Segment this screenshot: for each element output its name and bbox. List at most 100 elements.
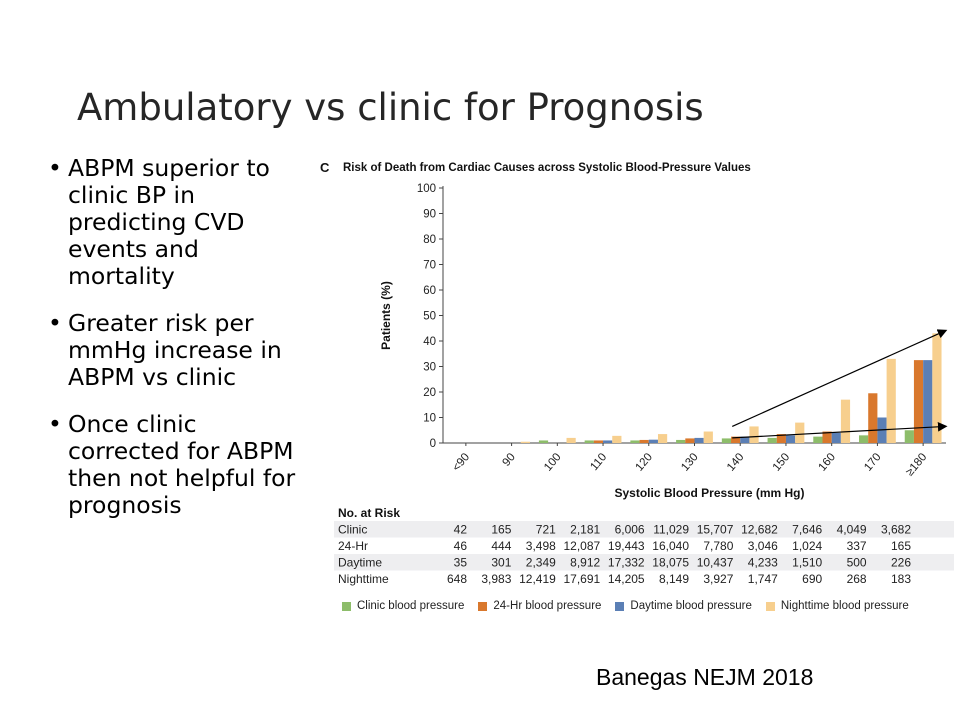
citation: Banegas NEJM 2018 bbox=[596, 664, 814, 690]
risk-cell: 15,707 bbox=[697, 523, 734, 537]
bar bbox=[639, 439, 649, 443]
risk-cell: 183 bbox=[891, 572, 911, 586]
x-tick-label: 140 bbox=[725, 451, 747, 473]
risk-cell: 14,205 bbox=[608, 572, 645, 586]
risk-cell: 42 bbox=[454, 523, 468, 537]
x-tick-label: 100 bbox=[542, 451, 564, 473]
x-tick-label: 120 bbox=[634, 451, 656, 473]
risk-cell: 301 bbox=[491, 556, 511, 570]
x-tick-label: 110 bbox=[588, 451, 609, 473]
legend-swatch bbox=[478, 601, 488, 611]
risk-cell: 3,682 bbox=[881, 523, 911, 537]
risk-cell: 46 bbox=[454, 539, 468, 553]
legend-label: 24-Hr blood pressure bbox=[493, 600, 602, 612]
bar bbox=[685, 438, 695, 443]
risk-cell: 3,983 bbox=[481, 572, 511, 586]
bullet-item: Greater risk per mmHg increase in ABPM v… bbox=[48, 310, 308, 391]
risk-cell: 17,691 bbox=[563, 572, 600, 586]
bar bbox=[630, 440, 640, 443]
trend-arrow bbox=[732, 422, 948, 439]
risk-cell: 8,149 bbox=[659, 572, 689, 586]
bar bbox=[612, 435, 622, 443]
risk-cell: 11,029 bbox=[653, 523, 689, 537]
bar bbox=[593, 440, 604, 443]
legend-swatch bbox=[615, 601, 625, 611]
risk-row-label: Clinic bbox=[338, 523, 367, 537]
risk-cell: 500 bbox=[847, 556, 867, 570]
risk-cell: 3,498 bbox=[526, 539, 556, 553]
bar bbox=[868, 393, 878, 443]
risk-cell: 7,646 bbox=[792, 523, 822, 537]
risk-cell: 3,046 bbox=[748, 539, 778, 553]
bar bbox=[923, 360, 933, 443]
bar bbox=[767, 437, 777, 443]
risk-table-row bbox=[334, 537, 954, 554]
y-tick-label: 20 bbox=[423, 387, 436, 399]
bar bbox=[703, 431, 713, 443]
risk-row-label: Daytime bbox=[338, 556, 382, 570]
bar bbox=[657, 434, 668, 443]
y-axis-label: Patients (%) bbox=[379, 281, 393, 350]
legend-swatch bbox=[342, 601, 351, 611]
risk-cell: 16,040 bbox=[652, 539, 689, 553]
bar bbox=[904, 430, 914, 443]
risk-cell: 4,233 bbox=[748, 556, 778, 570]
risk-row-label: 24-Hr bbox=[338, 539, 368, 553]
bar bbox=[913, 360, 924, 443]
legend-swatch bbox=[765, 601, 775, 611]
bar bbox=[538, 440, 549, 443]
y-tick-label: 60 bbox=[423, 285, 436, 297]
risk-cell: 19,443 bbox=[608, 539, 645, 553]
x-axis-label: Systolic Blood Pressure (mm Hg) bbox=[614, 486, 804, 500]
risk-table-row bbox=[334, 570, 954, 587]
x-tick-label: ≥180 bbox=[904, 451, 930, 478]
risk-cell: 4,049 bbox=[837, 523, 867, 537]
legend-item-clinic: Clinic blood pressure bbox=[342, 600, 464, 612]
risk-cell: 10,437 bbox=[697, 556, 734, 570]
risk-cell: 337 bbox=[847, 539, 867, 553]
risk-cell: 1,024 bbox=[792, 539, 822, 553]
bar bbox=[566, 437, 576, 443]
risk-cell: 165 bbox=[491, 523, 511, 537]
risk-cell: 721 bbox=[536, 523, 556, 537]
risk-cell: 2,181 bbox=[570, 523, 600, 537]
risk-cell: 35 bbox=[454, 556, 468, 570]
x-tick-label: 90 bbox=[500, 451, 517, 469]
x-tick-label: 130 bbox=[679, 451, 701, 473]
bullet-item: Once clinic corrected for ABPM then not … bbox=[48, 411, 308, 519]
bar bbox=[603, 440, 613, 443]
risk-cell: 690 bbox=[802, 572, 822, 586]
risk-cell: 7,780 bbox=[703, 539, 733, 553]
risk-cell: 226 bbox=[891, 556, 911, 570]
chart-legend: Clinic blood pressure 24-Hr blood pressu… bbox=[342, 600, 923, 612]
y-tick-label: 70 bbox=[423, 260, 436, 272]
legend-item-daytime: Daytime blood pressure bbox=[615, 600, 752, 612]
bar bbox=[886, 358, 896, 443]
x-tick-label: 170 bbox=[862, 451, 884, 473]
slide-title: Ambulatory vs clinic for Prognosis bbox=[77, 86, 704, 129]
panel-letter: C bbox=[320, 160, 330, 175]
bar bbox=[785, 435, 796, 443]
bar bbox=[694, 437, 704, 443]
risk-cell: 3,927 bbox=[703, 572, 733, 586]
bar bbox=[740, 436, 750, 443]
y-tick-label: 40 bbox=[423, 336, 436, 348]
risk-cell: 648 bbox=[447, 572, 467, 586]
legend-label: Clinic blood pressure bbox=[357, 600, 465, 612]
risk-cell: 1,510 bbox=[792, 556, 822, 570]
risk-cell: 444 bbox=[491, 539, 511, 553]
x-tick-label: <90 bbox=[450, 451, 472, 474]
bar bbox=[731, 436, 741, 443]
x-tick-label: 160 bbox=[816, 451, 838, 473]
bar bbox=[840, 399, 851, 443]
risk-cell: 165 bbox=[891, 539, 911, 553]
risk-cell: 1,747 bbox=[748, 572, 778, 586]
risk-cell: 268 bbox=[847, 572, 867, 586]
risk-cell: 8,912 bbox=[570, 556, 600, 570]
bar bbox=[648, 439, 658, 443]
bullet-list: ABPM superior to clinic BP in predicting… bbox=[48, 155, 308, 539]
y-tick-label: 0 bbox=[430, 438, 436, 450]
y-tick-label: 50 bbox=[423, 311, 436, 323]
risk-cell: 12,682 bbox=[741, 523, 778, 537]
risk-cell: 12,419 bbox=[519, 572, 556, 586]
